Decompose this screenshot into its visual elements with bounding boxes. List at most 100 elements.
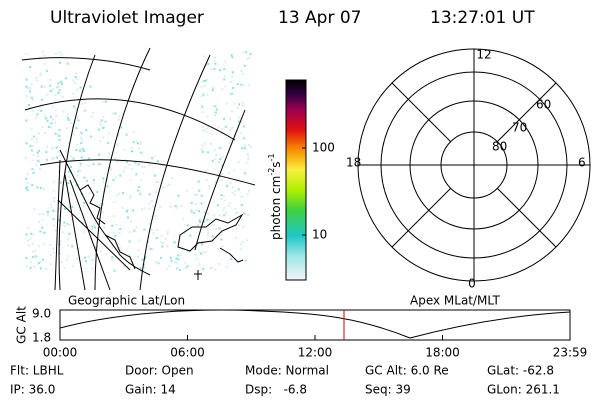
speckle [58,138,61,141]
speckle [121,206,124,209]
speckle [53,251,56,254]
speckle [139,140,142,143]
speckle [206,115,209,118]
speckle [238,116,241,119]
speckle [65,150,68,153]
speckle [202,80,205,83]
mlt-label: 6 [578,156,586,170]
speckle [31,183,34,186]
speckle [117,118,120,121]
speckle [247,189,250,192]
speckle [139,193,142,196]
speckle [31,109,34,112]
speckle [30,232,33,235]
speckle [30,149,33,152]
speckle [52,247,55,250]
speckle [204,251,207,254]
speckle [228,201,231,204]
speckle [49,203,52,206]
speckle [133,228,136,231]
speckle [148,207,151,210]
speckle [71,218,74,221]
speckle [91,225,94,228]
speckle [91,228,94,231]
speckle [186,189,189,192]
speckle [31,159,34,162]
altitude-axis-label: GC Alt [15,306,29,344]
time: 13:27:01 UT [430,8,535,28]
speckle [170,177,173,180]
speckle [29,86,32,89]
speckle [41,98,44,101]
speckle [58,51,61,54]
speckle [235,237,238,240]
speckle [66,127,69,130]
speckle [231,191,234,194]
speckle [102,211,105,214]
speckle [32,135,35,138]
speckle [85,129,88,132]
speckle [98,153,101,156]
speckle [32,99,35,102]
speckle [166,230,169,233]
speckle [97,226,100,229]
speckle [231,110,234,113]
info-field: GLat: -62.8 [487,364,554,378]
speckle [114,112,117,115]
speckle [226,185,229,188]
speckle [177,254,180,257]
speckle [67,255,70,258]
speckle [25,94,28,97]
speckle [200,202,203,205]
speckle [244,172,247,175]
speckle [66,116,69,119]
speckle [118,192,121,195]
speckle [156,160,159,163]
speckle [210,142,213,145]
speckle [64,183,67,186]
x-tick-label: 18:00 [425,346,460,360]
speckle [237,211,240,214]
speckle [32,154,35,157]
speckle [212,214,215,217]
speckle [129,194,132,197]
speckle [132,209,135,212]
speckle [51,118,54,121]
speckle [148,222,151,225]
speckle [125,160,128,163]
speckle [218,227,221,230]
speckle [53,200,56,203]
speckle [53,210,56,213]
colorbar-tick-label: 10 [312,228,327,242]
speckle [65,223,68,226]
speckle [158,205,161,208]
speckle [130,146,133,149]
speckle [99,162,102,165]
speckle [56,156,59,159]
mlt-label: 18 [346,156,361,170]
speckle [221,179,224,182]
speckle [193,193,196,196]
speckle [214,62,217,65]
speckle [206,231,209,234]
speckle [43,114,46,117]
speckle [47,126,50,129]
speckle [204,170,207,173]
speckle [245,239,248,242]
speckle [223,68,226,71]
speckle [190,202,193,205]
speckle [59,240,62,243]
speckle [111,224,114,227]
speckle [30,96,33,99]
speckle [74,76,77,79]
speckle [206,228,209,231]
speckle [215,227,218,230]
speckle [240,195,243,198]
colorbar-label: photon cm-2s-1 [267,153,283,240]
speckle [116,144,119,147]
speckle [35,76,38,79]
speckle [58,134,61,137]
speckle [241,101,244,104]
speckle [211,89,214,92]
